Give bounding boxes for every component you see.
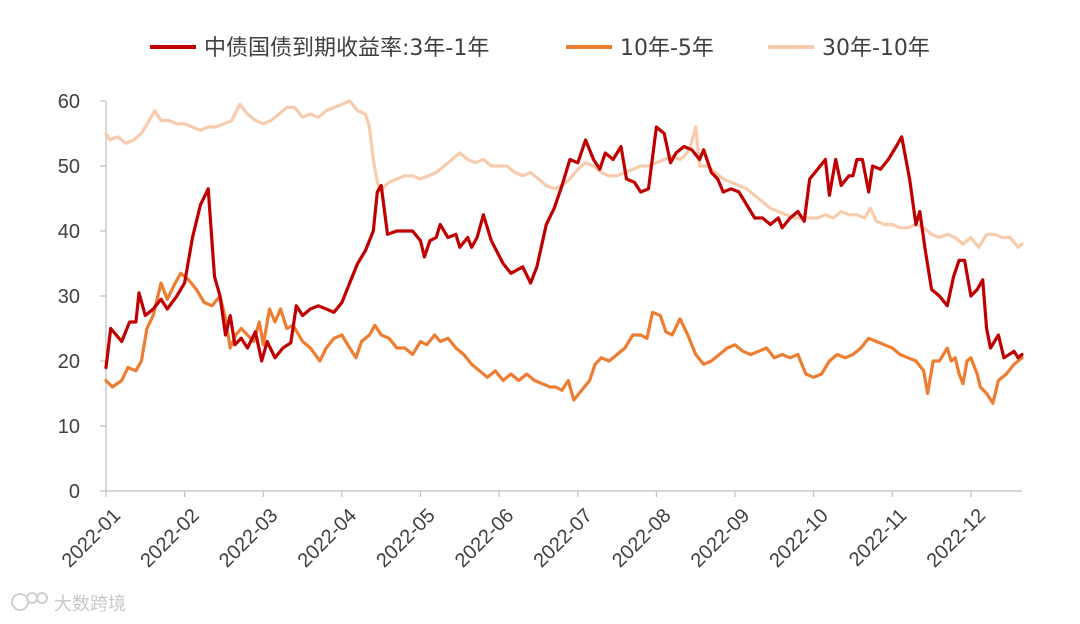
legend-label-3y-1y: 中债国债到期收益率:3年-1年 (204, 36, 489, 61)
y-tick-label: 60 (58, 91, 80, 113)
y-tick-label: 50 (58, 156, 80, 178)
series-line-30y-10y (104, 99, 1024, 249)
watermark-text: 大数跨境 (54, 594, 126, 615)
legend: 中债国债到期收益率:3年-1年 10年-5年 30年-10年 (150, 36, 930, 61)
y-tick-label: 20 (58, 351, 80, 373)
watermark-logo-icon (11, 592, 48, 611)
legend-item-10y-5y: 10年-5年 (566, 36, 714, 61)
watermark: 大数跨境 (11, 592, 126, 615)
y-tick-label: 30 (58, 286, 80, 308)
legend-label-30y-10y: 30年-10年 (822, 36, 930, 61)
legend-label-10y-5y: 10年-5年 (620, 36, 714, 61)
y-tick-label: 0 (69, 481, 80, 503)
legend-item-30y-10y: 30年-10年 (768, 36, 930, 61)
y-tick-label: 40 (58, 221, 80, 243)
y-axis: 0 10 20 30 40 50 60 (58, 91, 107, 503)
y-tick-label: 10 (58, 416, 80, 438)
series-line-3y-1y (104, 125, 1024, 370)
legend-item-3y-1y: 中债国债到期收益率:3年-1年 (150, 36, 489, 61)
series-layer (104, 99, 1024, 405)
